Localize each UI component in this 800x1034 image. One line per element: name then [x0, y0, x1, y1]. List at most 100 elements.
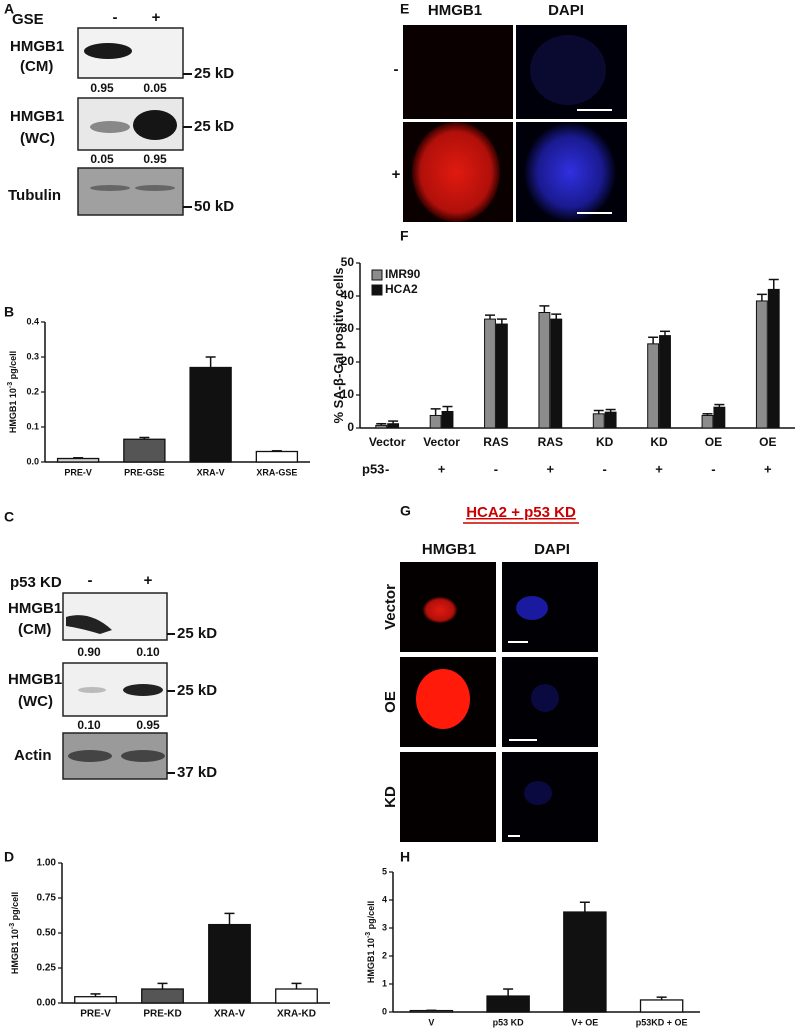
- x-tick-label: KD: [650, 435, 668, 449]
- row-label: OE: [382, 691, 399, 713]
- nucleus: [516, 596, 548, 620]
- nucleus: [531, 684, 559, 712]
- size-marker: 37 kD: [177, 764, 217, 781]
- row-label: Tubulin: [8, 187, 61, 204]
- y-tick-label: 40: [341, 288, 355, 302]
- panel-letter: F: [400, 228, 409, 244]
- blot-header: p53 KD: [10, 574, 62, 591]
- bar: [409, 1009, 454, 1013]
- bar: [484, 318, 496, 429]
- y-tick-label: 5: [382, 866, 387, 876]
- blot-band: [90, 185, 130, 191]
- bar: [74, 996, 117, 1004]
- y-tick-label: 0: [347, 420, 354, 434]
- bar: [604, 411, 617, 429]
- row-label: -: [394, 61, 399, 78]
- panel-title: HCA2 + p53 KD: [466, 504, 576, 521]
- row-label: (WC): [20, 130, 55, 147]
- column-label: DAPI: [534, 541, 570, 558]
- blot-band: [135, 185, 175, 191]
- x-sub-label: +: [655, 461, 663, 476]
- blot-band: [84, 43, 132, 59]
- bar: [563, 911, 607, 1013]
- x-sub-label: -: [603, 461, 607, 476]
- y-tick-label: 1.00: [37, 858, 57, 869]
- bar: [538, 312, 551, 429]
- y-tick-label: 0.2: [26, 386, 39, 396]
- bar: [429, 414, 442, 429]
- y-tick-label: 30: [341, 321, 355, 335]
- x-tick-label: XRA-V: [214, 1009, 245, 1020]
- y-axis-label-part: HMGB1 10: [10, 929, 20, 974]
- x-tick-label: PRE-KD: [143, 1009, 181, 1020]
- size-marker: 25 kD: [177, 682, 217, 699]
- bar: [486, 995, 530, 1013]
- nucleus: [412, 122, 500, 222]
- nucleus: [423, 597, 457, 623]
- quant: 0.90: [77, 645, 101, 659]
- y-axis-label-part: % SA-β-Gal positive cells: [331, 267, 346, 423]
- y-tick-label: 0.75: [37, 893, 57, 904]
- micrograph: [400, 752, 496, 842]
- lane-label: +: [152, 9, 161, 26]
- x-sub-label: +: [438, 461, 446, 476]
- nucleus: [530, 35, 606, 105]
- row-label: (WC): [18, 693, 53, 710]
- x-tick-label: Vector: [423, 435, 460, 449]
- x-tick-label: RAS: [483, 435, 508, 449]
- row-label: HMGB1: [8, 600, 62, 617]
- x-tick-label: OE: [759, 435, 776, 449]
- x-tick-label: RAS: [538, 435, 563, 449]
- x-tick-label: XRA-V: [197, 467, 225, 477]
- bar: [141, 988, 184, 1004]
- blot-band: [68, 750, 112, 762]
- y-tick-label: 0.3: [26, 351, 39, 361]
- y-axis-label-part: pg/cell: [8, 351, 18, 382]
- row-label: HMGB1: [8, 671, 62, 688]
- quant: 0.95: [136, 718, 160, 732]
- quant: 0.05: [90, 152, 114, 166]
- x-sub-label: +: [764, 461, 772, 476]
- x-sub-label: -: [711, 461, 715, 476]
- x-sub-title: p53: [362, 461, 384, 476]
- x-tick-label: p53 KD: [493, 1017, 525, 1027]
- blot-band: [90, 121, 130, 133]
- size-marker: 25 kD: [194, 65, 234, 82]
- x-tick-label: V: [428, 1017, 434, 1027]
- y-tick-label: 3: [382, 922, 387, 932]
- bar: [208, 923, 251, 1004]
- panel-letter: B: [4, 304, 14, 320]
- blot-band: [121, 750, 165, 762]
- size-marker: 50 kD: [194, 198, 234, 215]
- bar: [550, 318, 563, 429]
- x-tick-label: OE: [705, 435, 722, 449]
- bar: [56, 457, 100, 463]
- y-tick-label: 0.4: [26, 316, 39, 326]
- size-marker: 25 kD: [194, 118, 234, 135]
- y-tick-label: 0.25: [37, 963, 57, 974]
- lane-label: -: [113, 9, 118, 26]
- bar: [767, 288, 780, 429]
- bar: [755, 300, 768, 429]
- micrograph: [403, 25, 513, 119]
- y-axis-label: % SA-β-Gal positive cells: [331, 267, 346, 423]
- blot-band: [78, 687, 106, 693]
- y-tick-label: 1: [382, 978, 387, 988]
- x-tick-label: PRE-GSE: [124, 467, 165, 477]
- y-tick-label: 0.0: [26, 456, 39, 466]
- y-tick-label: 10: [341, 387, 355, 401]
- row-label: Actin: [14, 747, 52, 764]
- bar: [659, 335, 671, 429]
- panel-letter: C: [4, 509, 14, 525]
- bar: [255, 450, 299, 463]
- row-label: HMGB1: [10, 38, 64, 55]
- x-tick-label: p53KD + OE: [636, 1017, 688, 1027]
- y-tick-label: 50: [341, 255, 355, 269]
- bar: [375, 424, 388, 429]
- row-label: +: [392, 166, 401, 183]
- bar: [123, 438, 166, 463]
- bar: [495, 323, 508, 429]
- y-tick-label: 0.1: [26, 421, 39, 431]
- nucleus: [524, 122, 616, 222]
- blot-image: [77, 167, 184, 216]
